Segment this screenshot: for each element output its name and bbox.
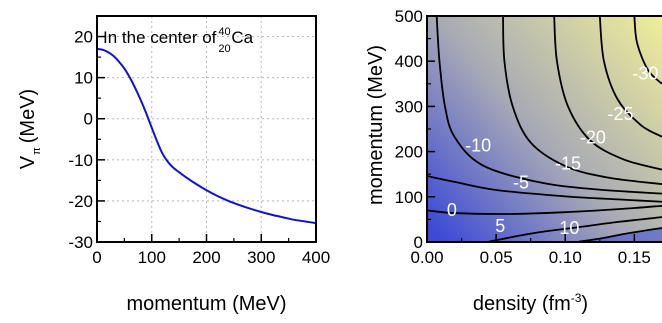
x-axis-title-close: )	[581, 293, 588, 315]
y-tick-label: 0	[414, 233, 423, 252]
contour-line	[598, 16, 662, 138]
contour-label: -10	[465, 136, 491, 156]
contour-lines	[427, 16, 662, 242]
x-axis-title: momentum (MeV)	[126, 293, 286, 315]
annotation: In the center of 40 20 Ca	[103, 26, 254, 55]
x-tick-label: 200	[192, 248, 220, 267]
contour-labels: 10 5 0 -5 -10 -15 -20-25 -30	[447, 63, 659, 238]
x-axis-title-main: density (fm	[473, 293, 571, 315]
y-axis-title-main: V	[17, 155, 39, 169]
contour-line	[427, 175, 662, 203]
y-tick-label: -10	[68, 151, 93, 170]
contour-label: -25	[608, 104, 634, 124]
x-axis-title: density (fm-3)	[473, 291, 588, 315]
y-axis-title-unit: (MeV)	[17, 89, 39, 143]
contour-label: -15	[555, 154, 581, 174]
y-tick-label: -30	[68, 233, 93, 252]
x-tick-label: 300	[247, 248, 275, 267]
contour-label: -30	[632, 63, 658, 83]
y-axis-title: Vπ (MeV)	[17, 89, 43, 169]
tick-marks	[426, 15, 636, 243]
contour-label: 10	[559, 218, 579, 238]
contour-label: -5	[513, 173, 529, 193]
contour-label: 0	[447, 200, 457, 220]
y-tick-label: 100	[395, 188, 423, 207]
annotation-text: In the center of	[103, 28, 217, 47]
contour-line	[578, 227, 662, 242]
contour-line	[435, 16, 662, 195]
y-tick-label: 500	[395, 7, 423, 26]
y-tick-label: 20	[74, 28, 93, 47]
x-tick-label: 0.05	[480, 248, 513, 267]
contour-line	[502, 16, 662, 186]
contour-label: 5	[495, 216, 505, 236]
series-line	[97, 47, 316, 225]
contour-line	[489, 216, 662, 242]
colormap-background	[427, 16, 662, 242]
series-group	[97, 47, 316, 225]
y-tick-label: -20	[68, 192, 93, 211]
y-axis-title: momentum (MeV)	[365, 45, 387, 205]
x-tick-label: 0.15	[618, 248, 651, 267]
x-tick-label: 0.00	[410, 248, 443, 267]
annotation-element: Ca	[231, 28, 253, 47]
y-tick-label: 200	[395, 143, 423, 162]
annotation-atomic-number: 20	[218, 43, 230, 55]
x-axis-title-superscript: -3	[571, 291, 582, 305]
y-axis-title-subscript: π	[31, 147, 43, 155]
contour-line	[553, 16, 662, 171]
x-tick-label: 100	[138, 248, 166, 267]
y-tick-label: 400	[395, 52, 423, 71]
y-tick-label: 10	[74, 69, 93, 88]
plot-frame	[96, 15, 317, 243]
y-tick-label: 300	[395, 97, 423, 116]
y-tick-label: 0	[84, 110, 93, 129]
annotation-mass-number: 40	[218, 26, 230, 38]
tick-marks	[96, 35, 317, 243]
x-tick-label: 400	[302, 248, 330, 267]
x-tick-label: 0.10	[549, 248, 582, 267]
contour-label: -20	[580, 127, 606, 147]
contour-line	[427, 204, 662, 215]
contour-line	[633, 16, 662, 85]
x-tick-label: 0	[92, 248, 101, 267]
grid-lines	[97, 16, 316, 242]
